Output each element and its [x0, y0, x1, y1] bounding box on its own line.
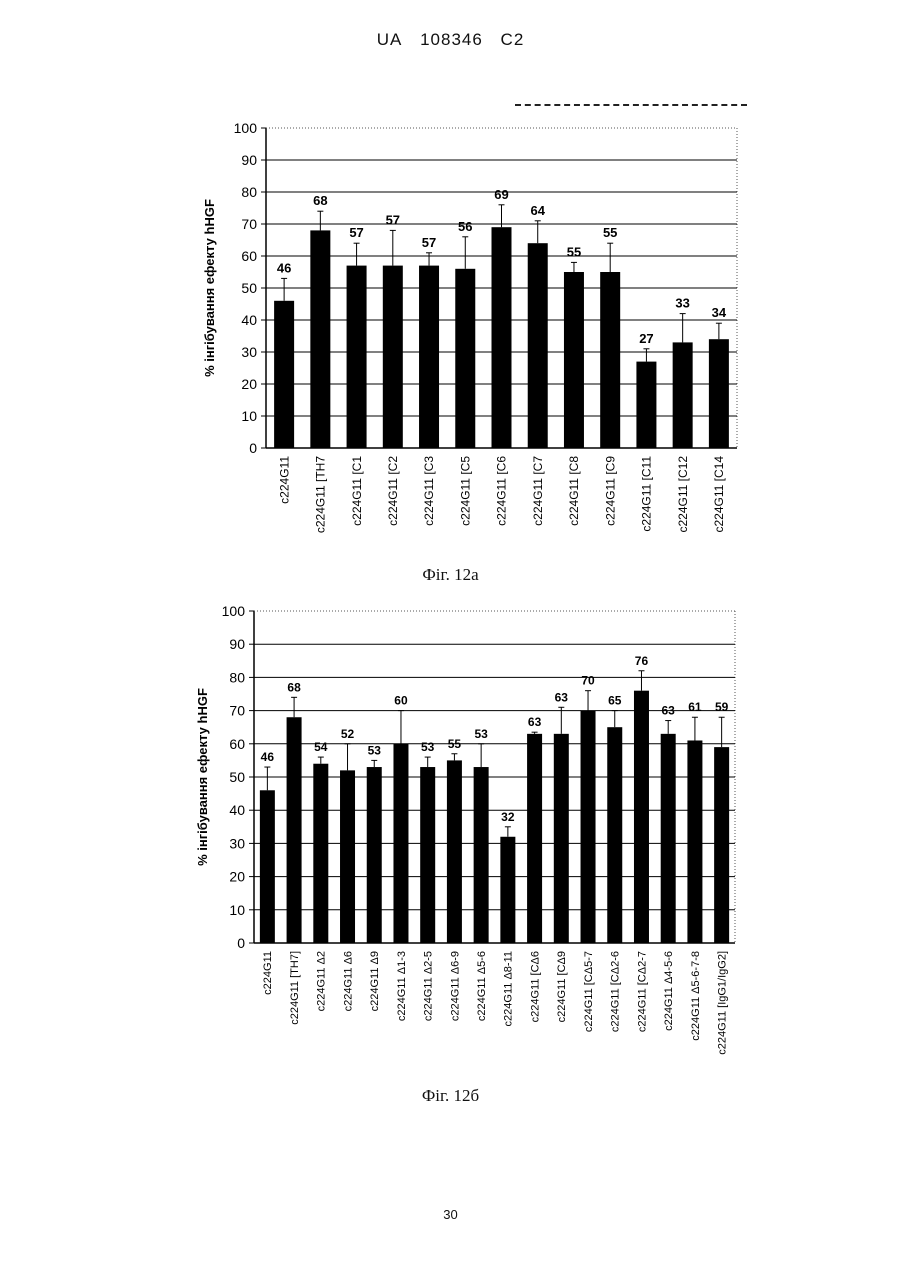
y-tick-label: 70	[229, 703, 245, 719]
bar	[661, 734, 676, 943]
data-label: 63	[528, 715, 542, 729]
bar	[287, 717, 302, 943]
data-label: 63	[662, 704, 676, 718]
y-tick-label: 60	[229, 736, 245, 752]
category-label: c224G11 Δ6-9	[449, 951, 461, 1021]
bar	[554, 734, 569, 943]
category-label: c224G11 [CΔ9	[556, 951, 568, 1022]
bar	[714, 747, 729, 943]
bar	[340, 770, 355, 943]
y-tick-label: 80	[229, 669, 245, 685]
y-tick-label: 0	[237, 935, 245, 951]
data-label: 65	[608, 694, 622, 708]
category-label: c224G11 [CΔ6	[529, 951, 541, 1022]
category-label: c224G11 Δ4-5-6	[663, 951, 675, 1031]
category-label: c224G11 Δ9	[369, 951, 381, 1011]
category-label: c224G11 Δ2-5	[423, 951, 435, 1021]
data-label: 76	[635, 654, 649, 668]
y-tick-label: 40	[229, 802, 245, 818]
data-label: 32	[501, 810, 515, 824]
bar	[527, 734, 542, 943]
data-label: 53	[368, 743, 382, 757]
data-label: 53	[474, 727, 488, 741]
page-number: 30	[0, 1207, 901, 1222]
y-tick-label: 30	[229, 835, 245, 851]
bar	[500, 837, 515, 943]
data-label: 46	[261, 750, 275, 764]
bar	[393, 744, 408, 943]
chart-fig-12b: 0 10 20 30 40 50 60 70 80 90 100 % інгібування ефек…	[0, 0, 901, 1080]
category-label: c224G11 Δ1-3	[396, 951, 408, 1021]
category-label: c224G11 [CΔ2-7	[636, 951, 648, 1032]
category-label: c224G11 [CΔ5-7	[583, 951, 595, 1032]
bar	[634, 691, 649, 943]
category-label: c224G11 Δ5-6	[476, 951, 488, 1021]
bar	[607, 727, 622, 943]
category-label: c224G11 [CΔ2-6	[610, 951, 622, 1032]
y-tick-label: 20	[229, 869, 245, 885]
category-label: c224G11 Δ5-6-7-8	[690, 951, 702, 1041]
category-label: c224G11 Δ8-11	[503, 951, 515, 1026]
data-label: 54	[314, 740, 328, 754]
category-label: c224G11	[262, 951, 274, 995]
bar	[474, 767, 489, 943]
y-axis-label: % інгібування ефекту hHGF	[195, 688, 210, 866]
data-label: 70	[581, 674, 595, 688]
data-label: 61	[688, 700, 702, 714]
y-tick-label: 10	[229, 902, 245, 918]
bar	[367, 767, 382, 943]
data-label: 55	[448, 737, 462, 751]
bar	[581, 711, 596, 943]
data-label: 59	[715, 700, 729, 714]
data-label: 63	[555, 690, 569, 704]
bar	[447, 760, 462, 943]
category-label: c224G11 Δ2	[316, 951, 328, 1011]
data-label: 68	[287, 680, 301, 694]
data-label: 60	[394, 694, 408, 708]
data-label: 52	[341, 727, 355, 741]
caption-fig-12b: Фіг. 12б	[0, 1086, 901, 1106]
y-tick-label: 90	[229, 636, 245, 652]
category-label: c224G11 [TH7]	[289, 951, 301, 1025]
y-tick-label: 100	[222, 603, 246, 619]
y-tick-label: 50	[229, 769, 245, 785]
bar	[313, 764, 328, 943]
category-label: c224G11 [IgG1/IgG2]	[716, 951, 728, 1055]
bar	[687, 740, 702, 943]
category-label: c224G11 Δ6	[342, 951, 354, 1011]
bar	[260, 790, 275, 943]
bar	[420, 767, 435, 943]
data-label: 53	[421, 740, 435, 754]
